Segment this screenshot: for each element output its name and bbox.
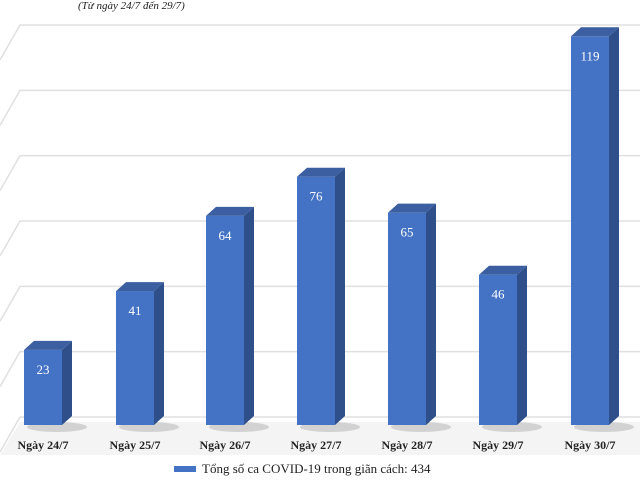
bar-side [335, 167, 345, 425]
x-tick-label: Ngày 25/7 [110, 438, 161, 452]
bar-side [426, 203, 436, 425]
gridline [0, 89, 640, 126]
bar-top [116, 282, 164, 292]
bar-side [517, 265, 527, 425]
data-label: 46 [492, 287, 506, 302]
bar [297, 176, 335, 425]
bar-side [609, 27, 619, 426]
bar [479, 274, 517, 425]
bar [388, 212, 426, 425]
bar-top [571, 27, 619, 37]
bar [116, 291, 154, 425]
bar [24, 349, 62, 425]
bar-top [297, 167, 345, 177]
x-tick-label: Ngày 30/7 [565, 438, 616, 452]
bar-top [388, 203, 436, 213]
bar [571, 36, 609, 426]
bar [206, 215, 244, 425]
bar-top [479, 265, 527, 275]
gridline [0, 24, 640, 61]
x-tick-label: Ngày 26/7 [200, 438, 251, 452]
bar-side [154, 282, 164, 425]
bar-side [62, 340, 72, 425]
legend-swatch [174, 466, 196, 472]
data-label: 65 [401, 225, 414, 240]
gridline [0, 154, 640, 192]
chart-subtitle: (Từ ngày 24/7 đến 29/7) [78, 0, 185, 12]
data-label: 119 [580, 48, 599, 63]
data-label: 41 [129, 303, 142, 318]
legend-label: Tổng số ca COVID-19 trong giãn cách: 434 [202, 461, 431, 476]
x-tick-label: Ngày 24/7 [18, 438, 69, 452]
data-label: 64 [219, 228, 233, 243]
bar-top [206, 206, 254, 216]
x-tick-label: Ngày 27/7 [291, 438, 342, 452]
data-label: 23 [37, 362, 50, 377]
x-tick-label: Ngày 28/7 [382, 438, 433, 452]
bar-side [244, 206, 254, 425]
data-label: 76 [310, 189, 324, 204]
bar-top [24, 340, 72, 350]
x-tick-label: Ngày 29/7 [473, 438, 524, 452]
